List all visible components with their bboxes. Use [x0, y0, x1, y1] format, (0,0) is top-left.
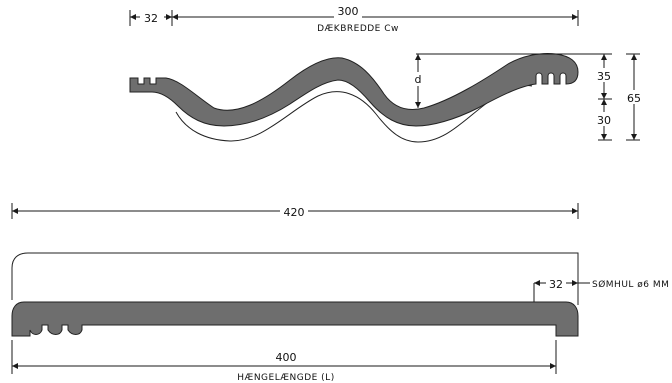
tile-cross-section-view: 32 300 DÆKBREDDE Cw d 35 30 65 — [129, 5, 644, 143]
label-hang-length: HÆNGELÆNGDE (L) — [237, 373, 334, 383]
dim-overlap-32: 32 — [144, 12, 158, 25]
label-nail-hole: SØMHUL ø6 MM — [592, 279, 669, 290]
dim-65: 65 — [627, 92, 641, 105]
dim-35: 35 — [597, 70, 611, 83]
dim-hole-offset-32: 32 — [549, 278, 563, 291]
dim-30: 30 — [597, 114, 611, 127]
tile-profile-section — [129, 53, 579, 127]
dim-d: d — [415, 73, 422, 86]
label-cover-width: DÆKBREDDE Cw — [317, 24, 399, 34]
dim-cover-width-300: 300 — [338, 5, 359, 18]
dim-hang-length-400: 400 — [276, 351, 297, 364]
dim-total-length-420: 420 — [284, 206, 305, 219]
tile-side-profile — [11, 301, 579, 337]
tile-top-outline — [11, 252, 579, 305]
tile-side-view: 420 32 SØMHUL ø6 MM 400 HÆNGELÆNGDE (L) — [11, 203, 669, 383]
